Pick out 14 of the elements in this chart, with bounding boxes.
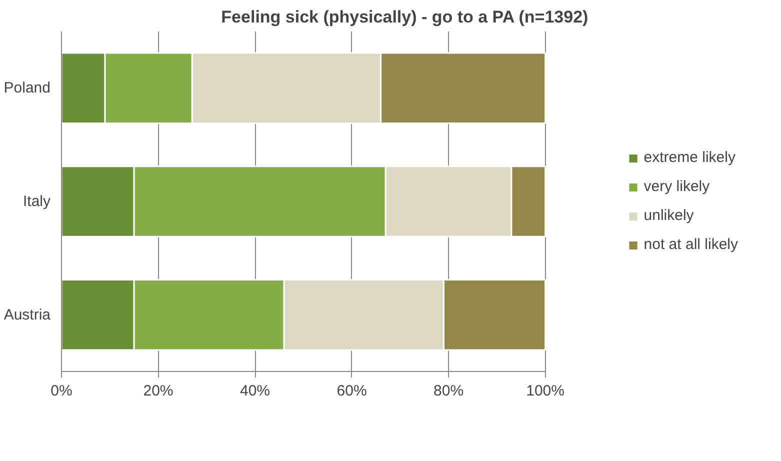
legend-label: unlikely	[644, 207, 694, 224]
y-tick-label: Austria	[4, 306, 52, 324]
legend-label: not at all likely	[644, 236, 738, 253]
legend-label: very likely	[644, 178, 710, 195]
legend-label: extreme likely	[644, 149, 736, 166]
x-tick-label: 60%	[336, 382, 367, 400]
x-tick-label: 100%	[526, 382, 564, 400]
y-tick-label: Italy	[22, 193, 51, 210]
x-tick-label: 20%	[143, 382, 174, 400]
x-tick-label: 80%	[434, 382, 464, 400]
chart-title: Feeling sick (physically) - go to a PA (n=1392)	[221, 8, 588, 26]
y-tick-label: Poland	[4, 80, 51, 97]
x-tick-label: 40%	[240, 382, 270, 400]
x-tick-label: 0%	[50, 382, 72, 400]
